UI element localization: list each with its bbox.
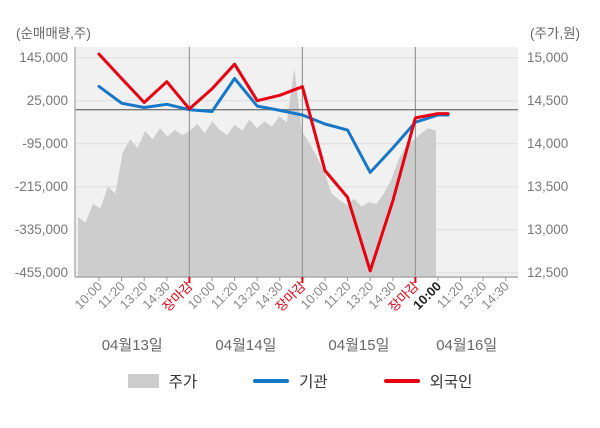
legend-label-foreigner: 외국인 [429, 374, 473, 391]
right-axis-tick-label: 14,000 [527, 136, 568, 151]
right-axis-tick-label: 15,000 [527, 50, 568, 65]
price-area-swatch [127, 374, 159, 388]
institution-line-series [97, 77, 450, 174]
left-axis-tick-label: -335,000 [15, 222, 68, 237]
price-area-series [78, 68, 436, 277]
legend-label-price: 주가 [168, 374, 198, 391]
right-axis-tick-label: 14,500 [527, 93, 568, 108]
left-axis-title: (순매매량,주) [16, 26, 91, 41]
foreigner-line-swatch [383, 379, 420, 383]
left-axis-tick-label: -215,000 [15, 179, 68, 194]
day-label: 04월13일 [102, 337, 163, 354]
legend-item-price: 주가 [127, 370, 198, 392]
day-label: 04월15일 [328, 337, 389, 354]
left-axis-tick-label: -455,000 [15, 265, 68, 280]
legend-item-institution: 기관 [253, 370, 328, 392]
plot-area: 145,000 15,000 25,000 14,500 -95,000 14,000 -2… [15, 47, 568, 354]
left-axis-tick-label: 145,000 [19, 50, 68, 65]
left-axis-tick-label: 25,000 [27, 93, 68, 108]
foreigner-line-series [97, 52, 450, 273]
right-axis-tick-label: 13,000 [527, 222, 568, 237]
right-axis-title: (주가,원) [530, 26, 580, 41]
institution-line-swatch [253, 379, 290, 383]
day-label: 04월16일 [436, 337, 497, 354]
net-volume-price-chart: (순매매량,주) (주가,원) 145,000 15,000 25,000 14,50… [15, 26, 580, 354]
legend-item-foreigner: 외국인 [383, 370, 473, 392]
legend: 주가 기관 외국인 [0, 370, 600, 392]
right-axis-tick-label: 13,500 [527, 179, 568, 194]
left-axis-tick-label: -95,000 [22, 136, 68, 151]
right-axis-tick-label: 12,500 [527, 265, 568, 280]
legend-label-institution: 기관 [299, 374, 328, 391]
day-label: 04월14일 [215, 337, 276, 354]
